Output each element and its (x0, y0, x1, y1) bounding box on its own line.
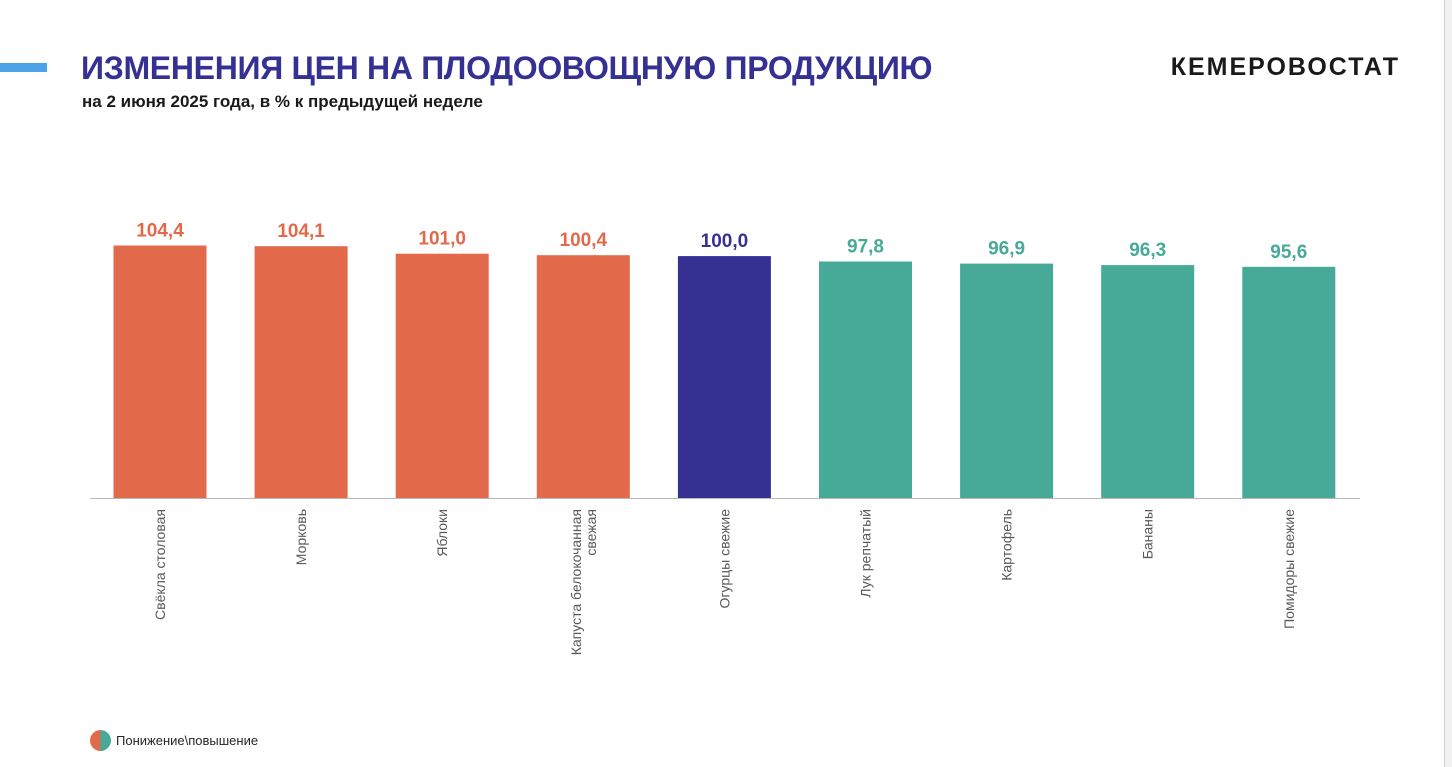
x-tick-label-line: Свёкла столовая (152, 509, 168, 620)
x-tick-label-line: Яблоки (434, 509, 450, 557)
x-tick-label: Лук репчатый (858, 509, 874, 598)
slide-right-edge (1444, 0, 1452, 767)
x-tick-label: Яблоки (434, 509, 450, 557)
x-tick-label-line: Картофель (999, 509, 1015, 581)
bar-5 (819, 261, 912, 498)
x-tick-label: Свёкла столовая (152, 509, 168, 620)
x-tick-label-line: Помидоры свежие (1281, 509, 1297, 629)
kemerovostat-logo: КЕМЕРОВОСТАТ (1170, 53, 1400, 81)
bar-0 (113, 245, 207, 498)
bar-value-label: 95,6 (1270, 242, 1307, 263)
bar-value-label: 96,9 (988, 239, 1025, 260)
bar-1 (254, 246, 348, 498)
bars-layer (113, 245, 1336, 498)
accent-bar (0, 63, 47, 72)
bar-value-label: 104,1 (277, 221, 325, 242)
bar-value-label: 96,3 (1129, 240, 1166, 261)
x-tick-label: Бананы (1140, 509, 1156, 559)
value-labels-layer: 104,4 104,1 101,0 100,4 100,0 97,8 96,9 96,3 95,… (136, 221, 1307, 263)
x-tick-label: Огурцы свежие (716, 509, 732, 609)
bar-6 (960, 263, 1054, 498)
bar-value-label: 100,4 (560, 230, 608, 251)
x-tick-label-line: Бананы (1140, 509, 1156, 559)
legend: Понижение\повышение (90, 730, 258, 751)
x-tick-label-line: Лук репчатый (858, 509, 874, 598)
x-tick-label-line: Морковь (293, 509, 309, 565)
bar-7 (1101, 265, 1195, 498)
bar-2 (395, 253, 489, 498)
bar-value-label: 100,0 (701, 231, 749, 252)
bar-value-label: 104,4 (136, 221, 184, 242)
bar-3 (536, 255, 630, 498)
x-tick-label-line: Капуста белокочанная (568, 509, 584, 655)
page-title: ИЗМЕНЕНИЯ ЦЕН НА ПЛОДООВОЩНУЮ ПРОДУКЦИЮ (81, 50, 933, 86)
bar-value-label: 97,8 (847, 237, 884, 258)
legend-label: Понижение\повышение (116, 733, 259, 748)
x-tick-label: Капуста белокочанная свежая (568, 509, 599, 655)
bar-8 (1242, 266, 1336, 498)
tick-labels-layer: Свёкла столовая Морковь Яблоки Капуста бело… (152, 509, 1297, 655)
bar-value-label: 101,0 (418, 229, 466, 250)
x-tick-label: Картофель (999, 509, 1015, 581)
x-tick-label: Морковь (293, 509, 309, 565)
bar-4 (677, 256, 771, 498)
x-tick-label: Помидоры свежие (1281, 509, 1297, 629)
x-tick-label-line: свежая (583, 509, 599, 556)
x-tick-label-line: Огурцы свежие (716, 509, 732, 609)
legend-swatch-icon (90, 730, 111, 751)
page-subtitle: на 2 июня 2025 года, в % к предыдущей не… (82, 92, 483, 111)
